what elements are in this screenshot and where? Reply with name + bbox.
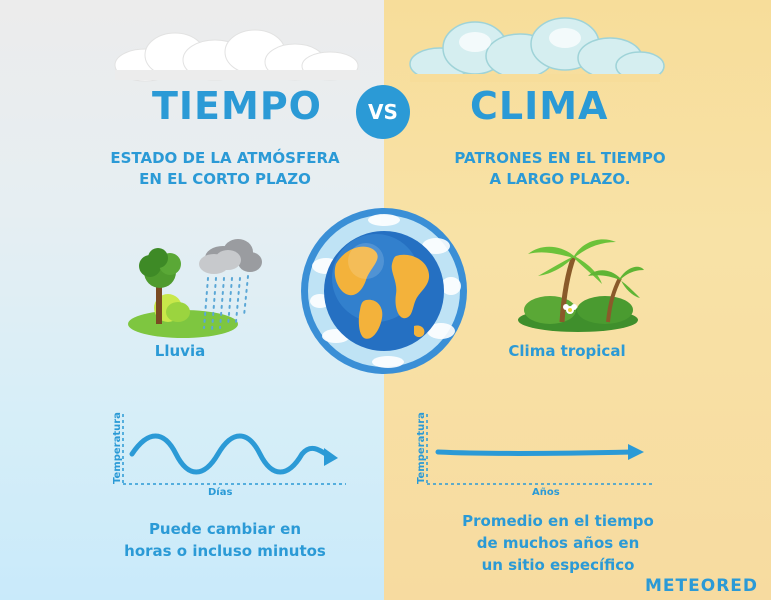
tiempo-description: Puede cambiar en horas o incluso minutos	[110, 518, 340, 562]
arrow-head-icon	[628, 444, 644, 460]
clima-description-line3: un sitio específico	[481, 556, 635, 574]
cloud-icon	[114, 29, 360, 82]
clima-subtitle-line2: A LARGO PLAZO.	[489, 170, 631, 188]
clima-description-line2: de muchos años en	[476, 534, 640, 552]
clima-title: CLIMA	[470, 84, 609, 128]
tiempo-description-line2: horas o incluso minutos	[124, 542, 326, 560]
tiempo-subtitle-line1: ESTADO DE LA ATMÓSFERA	[110, 149, 340, 167]
vs-badge: VS	[356, 85, 410, 139]
flat-temperature-line	[435, 449, 635, 456]
clima-description: Promedio en el tiempo de muchos años en …	[428, 510, 688, 576]
meteored-logo: METEORED	[645, 576, 759, 596]
clima-tropical-caption: Clima tropical	[508, 342, 626, 360]
clima-description-line1: Promedio en el tiempo	[462, 512, 654, 530]
tiempo-subtitle: ESTADO DE LA ATMÓSFERA EN EL CORTO PLAZO	[90, 148, 360, 190]
tree-rain-cloud-icon	[128, 239, 262, 338]
wavy-temperature-line	[129, 433, 335, 475]
clima-graph	[426, 414, 652, 485]
cloud-icon	[409, 17, 665, 82]
tiempo-title: TIEMPO	[152, 84, 322, 128]
tiempo-graph	[122, 414, 346, 485]
tiempo-description-line1: Puede cambiar en	[148, 520, 302, 538]
clima-subtitle-line1: PATRONES EN EL TIEMPO	[454, 149, 666, 167]
tiempo-graph-ylabel: Temperatura	[112, 412, 123, 484]
tiempo-subtitle-line2: EN EL CORTO PLAZO	[139, 170, 311, 188]
palm-trees-icon	[518, 239, 644, 332]
clima-graph-ylabel: Temperatura	[416, 412, 427, 484]
earth-globe-icon	[301, 208, 467, 374]
tiempo-graph-xlabel: Días	[208, 487, 233, 498]
clima-graph-xlabel: Años	[532, 487, 560, 498]
arrow-head-icon	[324, 448, 338, 466]
clima-subtitle: PATRONES EN EL TIEMPO A LARGO PLAZO.	[430, 148, 690, 190]
lluvia-caption: Lluvia	[154, 342, 206, 360]
